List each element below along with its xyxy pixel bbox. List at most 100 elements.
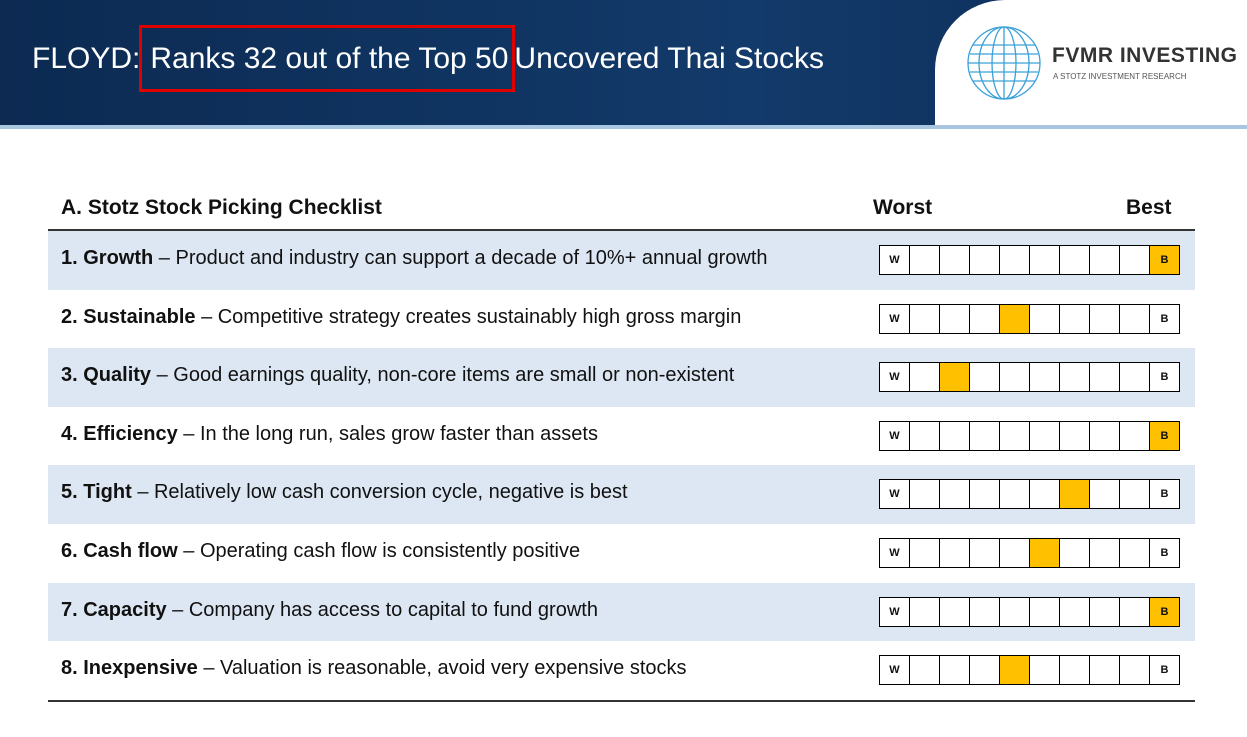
rating-cell — [1119, 246, 1149, 274]
rating-cell — [969, 538, 999, 567]
rating-cell — [1029, 246, 1059, 274]
checklist-row: 7. Capacity – Company has access to capi… — [48, 582, 1195, 642]
row-text: 6. Cash flow – Operating cash flow is co… — [61, 540, 580, 563]
title-prefix: FLOYD: — [32, 42, 141, 75]
rating-cell — [1119, 304, 1149, 333]
rating-cell — [969, 304, 999, 333]
rating-cell — [1089, 480, 1119, 509]
rating-mark — [939, 363, 969, 392]
rating-cell — [1089, 597, 1119, 626]
row-text: 1. Growth – Product and industry can sup… — [61, 247, 768, 270]
rating-cell — [1029, 480, 1059, 509]
checklist-row: 8. Inexpensive – Valuation is reasonable… — [48, 641, 1195, 700]
best-label: Best — [1126, 196, 1172, 219]
rating-cell — [1119, 656, 1149, 685]
rating-cell: W — [880, 480, 909, 509]
rating-cell — [1059, 656, 1089, 685]
rating-cell — [999, 421, 1029, 450]
table-header: A. Stotz Stock Picking Checklist Worst B… — [48, 190, 1195, 231]
table-bottom-rule — [48, 699, 1195, 702]
rating-cell: W — [880, 538, 909, 567]
rating-cell — [969, 363, 999, 392]
rows: 1. Growth – Product and industry can sup… — [48, 231, 1195, 700]
rating-cell: B — [1149, 656, 1179, 685]
rating-cell: B — [1149, 363, 1179, 392]
rating-cell: W — [880, 304, 909, 333]
rating-cell — [939, 656, 969, 685]
criterion-description: – Competitive strategy creates sustainab… — [201, 305, 742, 328]
rating-cell — [909, 656, 939, 685]
rating-cell — [1119, 597, 1149, 626]
rating-cell — [939, 246, 969, 274]
rating-cell — [909, 597, 939, 626]
rating-cell — [1059, 304, 1089, 333]
rating-cell — [909, 246, 939, 274]
rating-cell — [1059, 421, 1089, 450]
rating-cell — [909, 304, 939, 333]
rating-cell — [999, 480, 1029, 509]
row-text: 3. Quality – Good earnings quality, non-… — [61, 364, 734, 387]
row-text: 4. Efficiency – In the long run, sales g… — [61, 423, 598, 446]
rating-cell — [1059, 246, 1089, 274]
rating-cell — [909, 538, 939, 567]
criterion-description: – Good earnings quality, non-core items … — [156, 364, 735, 387]
rating-cell — [1119, 363, 1149, 392]
criterion-description: – Valuation is reasonable, avoid very ex… — [203, 657, 687, 680]
rating-mark: B — [1149, 421, 1179, 450]
rating-cell: W — [880, 597, 909, 626]
title-highlight: Ranks 32 out of the Top 50 — [139, 25, 516, 92]
rating-cell — [1119, 421, 1149, 450]
rating-cell — [1089, 246, 1119, 274]
rating-cell — [1029, 421, 1059, 450]
rating-mark — [999, 304, 1029, 333]
rating-cell — [999, 363, 1029, 392]
rating-cell — [939, 480, 969, 509]
rating-cell — [1059, 538, 1089, 567]
rating-cell — [969, 480, 999, 509]
checklist-table: A. Stotz Stock Picking Checklist Worst B… — [48, 190, 1195, 702]
rating-cell — [909, 363, 939, 392]
rating-cell — [939, 597, 969, 626]
criterion-name: 7. Capacity — [61, 598, 167, 621]
rating-mark: B — [1149, 246, 1179, 274]
rating-cell — [909, 421, 939, 450]
logo-tagline: A STOTZ INVESTMENT RESEARCH — [1053, 72, 1187, 81]
row-text: 2. Sustainable – Competitive strategy cr… — [61, 306, 741, 329]
rating-cell — [969, 246, 999, 274]
rating-cell — [999, 597, 1029, 626]
rating-cell — [1089, 538, 1119, 567]
header: FLOYD: Ranks 32 out of the Top 50 Uncovere… — [0, 0, 1247, 129]
criterion-description: – In the long run, sales grow faster tha… — [183, 422, 598, 445]
rating-cell — [1089, 656, 1119, 685]
checklist-row: 3. Quality – Good earnings quality, non-… — [48, 348, 1195, 407]
rating-cell — [909, 480, 939, 509]
rating-cell — [1059, 363, 1089, 392]
criterion-description: – Relatively low cash conversion cycle, … — [137, 481, 628, 504]
rating-cell — [1089, 304, 1119, 333]
rating-cell: W — [880, 363, 909, 392]
row-text: 8. Inexpensive – Valuation is reasonable… — [61, 657, 687, 680]
rating-mark — [1029, 538, 1059, 567]
criterion-name: 1. Growth — [61, 247, 154, 269]
logo-name: FVMR INVESTING — [1052, 44, 1238, 67]
rating-cell: B — [1149, 538, 1179, 567]
rating-cell — [1029, 304, 1059, 333]
rating-cell — [969, 597, 999, 626]
checklist-row: 1. Growth – Product and industry can sup… — [48, 231, 1195, 290]
globe-icon — [967, 26, 1041, 100]
rating-cell — [1089, 363, 1119, 392]
criterion-name: 8. Inexpensive — [61, 657, 198, 680]
rating-cell — [969, 656, 999, 685]
checklist-row: 4. Efficiency – In the long run, sales g… — [48, 407, 1195, 466]
criterion-description: – Product and industry can support a dec… — [158, 247, 768, 269]
criterion-name: 2. Sustainable — [61, 305, 196, 328]
rating-cell — [1089, 421, 1119, 450]
checklist-row: 5. Tight – Relatively low cash conversio… — [48, 465, 1195, 524]
rating-cell: B — [1149, 480, 1179, 509]
